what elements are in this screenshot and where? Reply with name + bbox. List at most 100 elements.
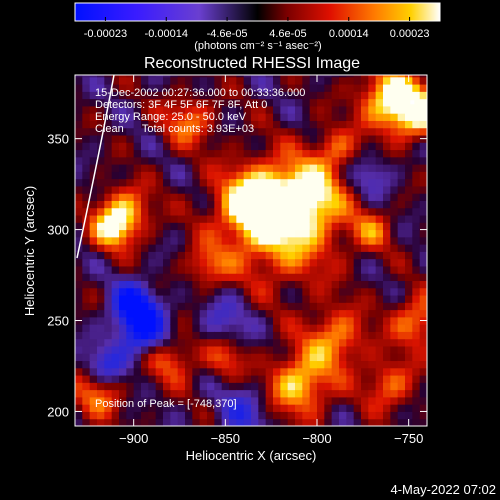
heatmap-cell: [155, 200, 164, 209]
heatmap-cell: [89, 258, 98, 267]
heatmap-cell: [317, 98, 325, 107]
heatmap-cell: [221, 244, 230, 252]
heatmap-cell: [97, 76, 105, 85]
heatmap-cell: [221, 127, 230, 136]
heatmap-cell: [324, 75, 333, 78]
heatmap-cell: [126, 178, 135, 187]
heatmap-cell: [170, 273, 179, 282]
chart-title: Reconstructed RHESSI Image: [144, 55, 360, 72]
heatmap-cell: [295, 280, 303, 289]
heatmap-cell: [170, 120, 179, 129]
heatmap-cell: [111, 353, 120, 362]
heatmap-cell: [207, 316, 215, 325]
heatmap-cell: [163, 280, 171, 289]
heatmap-cell: [185, 84, 193, 92]
heatmap-cell: [258, 265, 267, 274]
heatmap-cell: [236, 207, 245, 216]
heatmap-cell: [221, 295, 230, 303]
heatmap-cell: [236, 309, 245, 318]
heatmap-cell: [207, 229, 215, 238]
heatmap-cell: [207, 200, 215, 209]
heatmap-cell: [383, 396, 391, 405]
heatmap-cell: [163, 185, 171, 194]
heatmap-cell: [229, 331, 237, 340]
heatmap-cell: [104, 91, 113, 100]
heatmap-cell: [287, 280, 296, 289]
heatmap-cell: [119, 84, 127, 92]
heatmap-cell: [163, 244, 171, 252]
heatmap-cell: [390, 105, 399, 114]
heatmap-cell: [229, 295, 237, 303]
heatmap-cell: [361, 367, 369, 376]
heatmap-cell: [412, 244, 421, 252]
heatmap-cell: [243, 302, 252, 311]
heatmap-cell: [148, 375, 157, 383]
heatmap-cell: [207, 404, 215, 412]
heatmap-cell: [126, 360, 135, 369]
heatmap-cell: [243, 84, 252, 92]
heatmap-cell: [133, 193, 142, 201]
heatmap-cell: [104, 164, 113, 172]
heatmap-cell: [163, 302, 171, 311]
heatmap-cell: [163, 309, 171, 318]
heatmap-cell: [82, 382, 91, 391]
heatmap-cell: [163, 382, 171, 391]
heatmap-cell: [287, 382, 296, 391]
heatmap-cell: [280, 120, 289, 129]
heatmap-cell: [126, 127, 135, 136]
heatmap-cell: [82, 367, 91, 376]
heatmap-cell: [324, 258, 333, 267]
heatmap-cell: [221, 120, 230, 129]
heatmap-cell: [251, 164, 259, 172]
heatmap-cell: [280, 171, 289, 180]
heatmap-cell: [273, 113, 281, 121]
heatmap-cell: [82, 120, 91, 129]
heatmap-cell: [405, 200, 413, 209]
heatmap-cell: [251, 295, 259, 303]
colorbar-ticks: -0.00023 -0.00014 -4.6e-05 4.6e-05 0.00014 0.…: [84, 17, 429, 40]
heatmap-cell: [295, 120, 303, 129]
heatmap-cell: [383, 142, 391, 151]
heatmap-cell: [221, 236, 230, 245]
heatmap-cell: [361, 309, 369, 318]
heatmap-cell: [412, 367, 421, 376]
heatmap-cell: [126, 236, 135, 245]
heatmap-cell: [317, 418, 325, 426]
heatmap-cell: [346, 84, 355, 92]
heatmap-cell: [141, 135, 149, 143]
heatmap-cell: [170, 178, 179, 187]
heatmap-cell: [309, 273, 318, 282]
heatmap-cell: [375, 316, 384, 325]
heatmap-cell: [163, 258, 171, 267]
heatmap-cell: [82, 331, 91, 340]
heatmap-cell: [412, 135, 421, 143]
heatmap-cell: [155, 84, 164, 92]
heatmap-cell: [419, 164, 427, 172]
heatmap-cell: [280, 75, 289, 78]
heatmap-cell: [339, 185, 347, 194]
heatmap-cell: [229, 200, 237, 209]
heatmap-cell: [309, 178, 318, 187]
heatmap-cell: [295, 316, 303, 325]
heatmap-cell: [412, 156, 421, 165]
heatmap-cell: [324, 331, 333, 340]
heatmap-cell: [155, 338, 164, 347]
heatmap-cell: [419, 280, 427, 289]
heatmap-cell: [346, 345, 355, 354]
heatmap-cell: [82, 411, 91, 420]
heatmap-cell: [155, 389, 164, 398]
heatmap-cell: [207, 98, 215, 107]
heatmap-cell: [97, 156, 105, 165]
heatmap-cell: [163, 135, 171, 143]
heatmap-cell: [361, 273, 369, 282]
heatmap-cell: [368, 265, 377, 274]
heatmap-cell: [331, 200, 340, 209]
heatmap-cell: [390, 273, 399, 282]
heatmap-cell: [214, 345, 223, 354]
heatmap-cell: [346, 367, 355, 376]
heatmap-cell: [97, 258, 105, 267]
heatmap-cell: [133, 105, 142, 114]
heatmap-cell: [236, 229, 245, 238]
heatmap-cell: [317, 265, 325, 274]
heatmap-cell: [295, 113, 303, 121]
